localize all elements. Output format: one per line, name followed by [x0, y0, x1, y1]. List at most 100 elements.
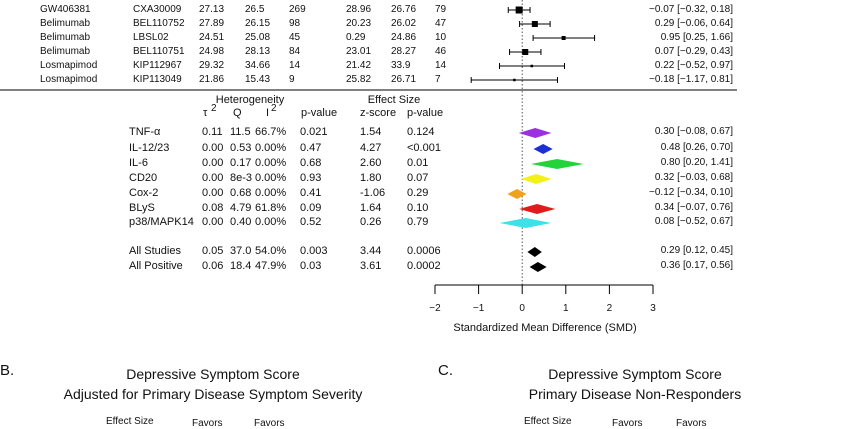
zscore-header: z-score	[360, 107, 397, 119]
x-tick-label: 1	[563, 303, 569, 314]
summary-p-cell: 0.68	[300, 157, 322, 169]
study-n2-cell: 10	[435, 32, 447, 43]
summary-q-cell: 0.17	[230, 157, 252, 169]
summary-p2-cell: 0.124	[407, 126, 435, 138]
summary-ci-text: 0.48 [0.26, 0.70]	[660, 142, 733, 153]
study-m3-cell: 0.29	[346, 32, 366, 43]
study-n1-cell: 45	[289, 32, 301, 43]
summary-diamond	[520, 174, 552, 184]
summary-tau2-cell: 0.11	[202, 126, 223, 138]
study-m4-cell: 33.9	[391, 60, 411, 71]
summary-q-cell: 8e-3	[230, 172, 253, 184]
summary-tau2-cell: 0.00	[202, 216, 224, 228]
summary-name-cell: All Positive	[129, 260, 183, 272]
study-n2-cell: 79	[435, 4, 447, 15]
study-m2-cell: 15.43	[245, 74, 271, 85]
summary-tau2-cell: 0.00	[202, 172, 224, 184]
summary-diamond	[530, 159, 584, 169]
study-m4-cell: 24.86	[391, 32, 417, 43]
summary-q-cell: 0.40	[230, 216, 252, 228]
effect-size-header: Effect Size	[367, 94, 421, 106]
study-m3-cell: 20.23	[346, 18, 372, 29]
study-m1-cell: 21.86	[199, 74, 225, 85]
study-study-cell: CXA30009	[133, 4, 182, 15]
summary-diamond	[507, 189, 527, 199]
summary-i2-cell: 0.00%	[255, 142, 287, 154]
study-m3-cell: 23.01	[346, 46, 372, 57]
x-tick-label: 0	[519, 303, 525, 314]
study-n2-cell: 47	[435, 18, 447, 29]
summary-p-cell: 0.41	[300, 187, 322, 199]
summary-p2-cell: 0.01	[407, 157, 429, 169]
summary-i2-cell: 54.0%	[255, 245, 287, 257]
summary-tau2-cell: 0.00	[202, 157, 224, 169]
summary-tau2-cell: 0.06	[202, 260, 224, 272]
q-header: Q	[233, 107, 242, 119]
summary-tau2-cell: 0.08	[202, 202, 224, 214]
panel-b-title-line2: Adjusted for Primary Disease Symptom Sev…	[63, 386, 363, 402]
summary-p-cell: 0.47	[300, 142, 322, 154]
summary-z-cell: 3.44	[360, 245, 382, 257]
summary-name-cell: IL-6	[129, 157, 148, 169]
study-point	[530, 64, 534, 68]
heterogeneity-header: Heterogeneity	[215, 94, 285, 106]
summary-i2-cell: 0.00%	[255, 172, 287, 184]
study-drug-cell: Losmapimod	[40, 74, 98, 85]
study-n1-cell: 9	[289, 74, 295, 85]
study-m1-cell: 27.89	[199, 18, 225, 29]
summary-z-cell: -1.06	[360, 187, 386, 199]
study-n1-cell: 84	[289, 46, 301, 57]
summary-i2-cell: 66.7%	[255, 126, 287, 138]
panel-c-favors-left: Favors	[612, 418, 643, 429]
summary-p2-cell: 0.0002	[407, 260, 441, 272]
study-m3-cell: 28.96	[346, 4, 372, 15]
study-m4-cell: 26.71	[391, 74, 417, 85]
panel-b-title-line1: Depressive Symptom Score	[126, 366, 300, 382]
panel-c-letter: C.	[438, 362, 453, 379]
panel-c-effect-size-header: Effect Size	[524, 416, 572, 427]
summary-diamond	[519, 204, 556, 214]
study-m2-cell: 28.13	[245, 46, 271, 57]
summary-p2-cell: 0.10	[407, 202, 429, 214]
summary-diamond	[499, 218, 552, 228]
summary-name-cell: TNF-α	[129, 126, 161, 138]
summary-tau2-cell: 0.05	[202, 245, 224, 257]
study-n2-cell: 46	[435, 46, 447, 57]
study-m1-cell: 24.98	[199, 46, 225, 57]
summary-ci-text: 0.29 [0.12, 0.45]	[660, 245, 733, 256]
study-drug-cell: Belimumab	[40, 46, 91, 57]
summary-p2-cell: <0.001	[407, 142, 441, 154]
study-n1-cell: 14	[289, 60, 301, 71]
summary-ci-text: 0.32 [−0.03, 0.68]	[654, 172, 733, 183]
study-ci-text: 0.22 [−0.52, 0.97]	[654, 60, 733, 71]
summary-diamond	[518, 128, 552, 138]
study-study-cell: BEL110752	[133, 18, 185, 29]
x-axis-label: Standardized Mean Difference (SMD)	[453, 322, 637, 334]
study-m3-cell: 25.82	[346, 74, 372, 85]
panel-c-favors-right: Favors	[676, 418, 707, 429]
summary-z-cell: 4.27	[360, 142, 382, 154]
summary-p2-cell: 0.0006	[407, 245, 441, 257]
study-drug-cell: Belimumab	[40, 32, 91, 43]
study-m2-cell: 25.08	[245, 32, 271, 43]
i-sup: 2	[271, 103, 277, 114]
summary-name-cell: All Studies	[129, 245, 181, 257]
summary-z-cell: 3.61	[360, 260, 382, 272]
plot-grid	[0, 0, 737, 294]
study-m2-cell: 26.5	[245, 4, 265, 15]
summary-p-cell: 0.03	[300, 260, 322, 272]
study-study-cell: LBSL02	[133, 32, 169, 43]
summary-i2-cell: 61.8%	[255, 202, 287, 214]
summary-q-cell: 18.4	[230, 260, 252, 272]
study-m1-cell: 27.13	[199, 4, 225, 15]
summary-p-cell: 0.93	[300, 172, 322, 184]
summary-q-cell: 4.79	[230, 202, 252, 214]
study-drug-cell: Belimumab	[40, 18, 91, 29]
summary-diamond	[527, 247, 542, 257]
panel-b-favors-right: Favors	[254, 418, 285, 429]
study-n2-cell: 14	[435, 60, 447, 71]
study-drug-cell: Losmapimod	[40, 60, 98, 71]
panel-b-letter: B.	[0, 362, 15, 379]
study-point	[515, 6, 523, 14]
